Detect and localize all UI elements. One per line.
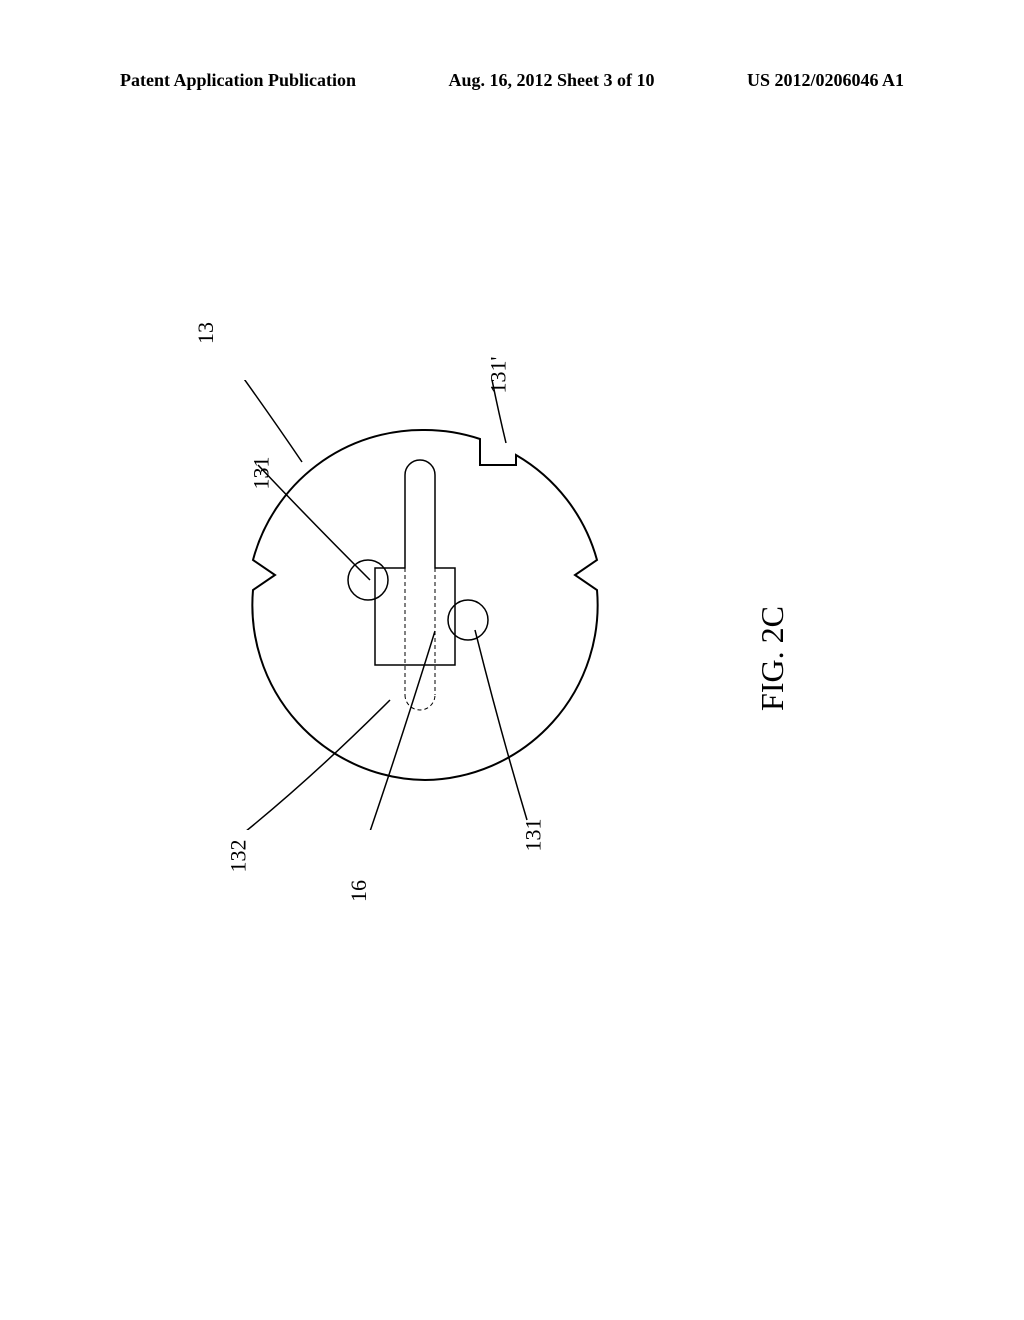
leader-131-bottom [475,630,527,820]
figure-caption: FIG. 2C [754,606,791,711]
header-right: US 2012/0206046 A1 [747,70,904,91]
label-13: 13 [193,322,219,344]
label-132: 132 [226,840,252,873]
label-131-a: 131 [249,457,275,490]
rod-bottom-arc [405,695,435,710]
hole-right [448,600,488,640]
header-center: Aug. 16, 2012 Sheet 3 of 10 [449,70,655,91]
main-circle-outline [252,430,597,780]
label-131-prime: 131' [485,357,511,394]
leader-13 [205,380,302,462]
patent-drawing [200,380,650,830]
leader-132 [235,700,390,830]
center-rod [375,460,455,665]
label-131-b: 131 [521,819,547,852]
header-left: Patent Application Publication [120,70,356,91]
label-16: 16 [346,880,372,902]
figure-svg [200,380,650,830]
leader-16 [355,631,435,830]
page-header: Patent Application Publication Aug. 16, … [0,70,1024,91]
hole-left [348,560,388,600]
leader-131-top [258,465,370,580]
